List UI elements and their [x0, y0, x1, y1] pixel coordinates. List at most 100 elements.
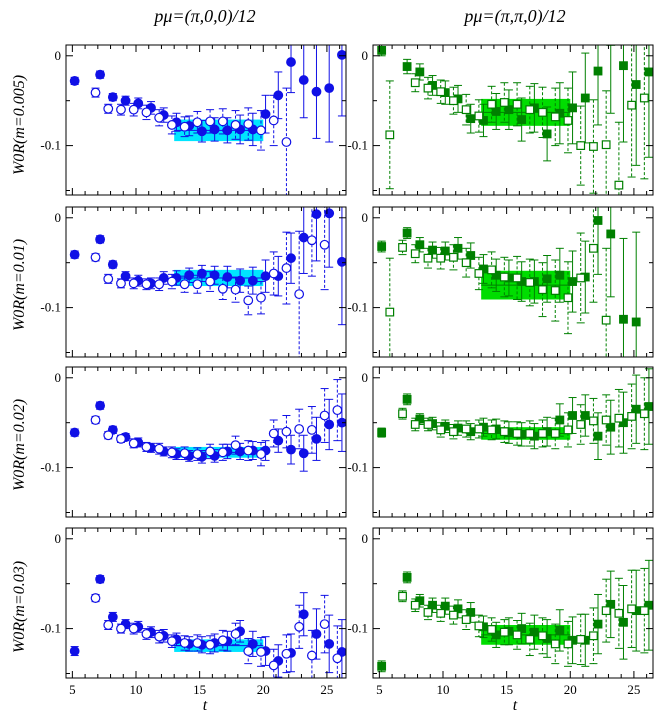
data-point-open	[474, 621, 484, 631]
data-point-open	[512, 99, 522, 109]
data-point-filled	[606, 229, 616, 239]
data-point-filled	[286, 444, 296, 455]
x-tick-label: 20	[257, 682, 270, 697]
data-point-open	[154, 443, 165, 454]
plot-frame	[372, 527, 654, 679]
data-point-filled	[402, 573, 412, 582]
data-point-filled	[568, 411, 577, 420]
data-point-filled	[95, 400, 106, 411]
data-point-open	[103, 103, 114, 114]
data-point-open	[306, 235, 317, 246]
data-point-open	[449, 252, 458, 262]
data-point-open	[256, 647, 266, 657]
data-point-filled	[311, 209, 322, 220]
data-point-open	[461, 105, 471, 115]
data-point-open	[205, 116, 215, 127]
data-point-open	[217, 283, 228, 294]
data-point-open	[230, 629, 241, 639]
data-point-open	[398, 591, 407, 601]
data-point-filled	[184, 270, 195, 281]
data-point-filled	[593, 216, 603, 225]
data-point-open	[243, 295, 254, 306]
data-point-open	[563, 116, 573, 125]
data-point-filled	[631, 80, 641, 89]
data-point-open	[398, 409, 407, 419]
data-point-open	[90, 87, 101, 98]
data-point-filled	[120, 271, 131, 282]
data-point-filled	[644, 402, 653, 411]
data-layer	[69, 379, 346, 472]
data-point-filled	[298, 75, 309, 85]
y-tick-label: 0	[55, 370, 62, 385]
data-point-filled	[415, 67, 425, 77]
data-point-open	[525, 634, 535, 644]
data-point-filled	[107, 92, 118, 102]
data-point-filled	[619, 314, 628, 324]
data-point-open	[589, 243, 598, 253]
data-point-filled	[593, 431, 603, 441]
data-point-filled	[517, 115, 527, 124]
data-point-filled	[542, 274, 552, 284]
data-point-open	[128, 438, 139, 449]
data-point-filled	[631, 317, 641, 327]
data-point-open	[141, 629, 152, 639]
data-point-open	[90, 252, 101, 263]
panel-r1c0: 0 -0.1	[40, 206, 347, 358]
data-point-open	[294, 621, 305, 632]
plot-frame	[65, 366, 347, 518]
data-point-filled	[95, 69, 106, 80]
data-point-filled	[324, 83, 335, 94]
data-point-open	[116, 623, 126, 634]
plot-frame	[65, 206, 347, 358]
data-point-filled	[466, 114, 476, 124]
data-point-open	[627, 412, 637, 421]
data-point-open	[319, 410, 330, 421]
data-point-filled	[644, 67, 653, 77]
col-title-left: pμ=(π,0,0)/12	[152, 6, 255, 27]
data-point-filled	[311, 629, 322, 639]
data-point-open	[512, 429, 522, 438]
plot-frame	[372, 206, 654, 358]
data-point-filled	[337, 256, 346, 267]
data-point-open	[474, 424, 484, 434]
data-point-filled	[555, 625, 565, 635]
data-layer	[377, 45, 653, 195]
data-point-filled	[286, 253, 296, 264]
y-tick-label: -0.1	[40, 460, 61, 475]
data-point-open	[512, 630, 522, 640]
data-point-open	[281, 648, 292, 659]
data-point-open	[230, 440, 241, 451]
data-point-open	[449, 610, 458, 620]
data-point-filled	[580, 93, 590, 103]
data-point-open	[461, 424, 471, 434]
data-point-open	[474, 269, 484, 278]
data-point-filled	[377, 428, 387, 437]
data-point-open	[614, 413, 624, 423]
data-point-filled	[568, 277, 577, 286]
data-point-filled	[440, 601, 450, 611]
data-point-filled	[197, 126, 207, 137]
data-point-open	[512, 273, 522, 283]
data-point-open	[230, 284, 241, 295]
panel-r3c1: 5 10 15 20 25 0 -0.1	[347, 527, 654, 697]
data-point-filled	[491, 107, 501, 116]
data-point-open	[423, 420, 433, 429]
data-point-open	[461, 258, 471, 268]
y-tick-label: 0	[362, 531, 369, 546]
data-point-filled	[466, 251, 476, 260]
data-point-open	[627, 604, 637, 614]
data-point-open	[230, 120, 241, 130]
data-point-filled	[377, 661, 387, 671]
row-label-m003: W0R(m=0.03)	[11, 561, 28, 653]
data-point-filled	[69, 249, 80, 260]
data-point-filled	[120, 95, 131, 106]
data-point-open	[576, 141, 586, 150]
data-point-open	[141, 107, 152, 118]
data-point-open	[281, 137, 292, 147]
data-point-filled	[555, 415, 565, 425]
data-point-open	[563, 293, 573, 303]
data-point-filled	[95, 574, 106, 585]
y-tick-label: 0	[55, 48, 62, 63]
y-tick-label: 0	[55, 531, 62, 546]
data-point-filled	[606, 422, 616, 432]
